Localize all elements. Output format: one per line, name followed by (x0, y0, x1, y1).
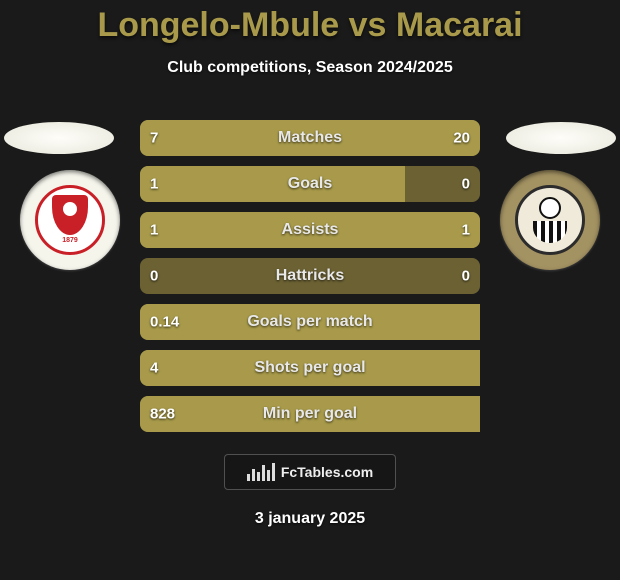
site-logo: FcTables.com (224, 454, 396, 490)
stat-row: 11Assists (140, 212, 480, 248)
stat-label: Shots per goal (140, 359, 480, 377)
stat-row: 720Matches (140, 120, 480, 156)
bar-chart-icon (247, 463, 275, 481)
stat-label: Matches (140, 129, 480, 147)
player1-name-plate (4, 122, 114, 154)
swindon-crest-icon: 1879 (35, 185, 105, 255)
snapshot-date: 3 january 2025 (0, 510, 620, 528)
stat-label: Assists (140, 221, 480, 239)
site-name: FcTables.com (281, 464, 373, 480)
stat-row: 828Min per goal (140, 396, 480, 432)
player2-name-plate (506, 122, 616, 154)
stat-label: Goals per match (140, 313, 480, 331)
stat-row: 4Shots per goal (140, 350, 480, 386)
stat-label: Min per goal (140, 405, 480, 423)
notts-county-crest-icon (515, 185, 585, 255)
stat-label: Hattricks (140, 267, 480, 285)
stat-row: 0.14Goals per match (140, 304, 480, 340)
stat-row: 10Goals (140, 166, 480, 202)
player1-club-badge: 1879 (20, 170, 120, 270)
page-subtitle: Club competitions, Season 2024/2025 (0, 59, 620, 77)
stat-row: 00Hattricks (140, 258, 480, 294)
stats-comparison: 720Matches 10Goals 11Assists 00Hattricks 0.1… (140, 120, 480, 442)
player2-club-badge (500, 170, 600, 270)
stat-label: Goals (140, 175, 480, 193)
page-title: Longelo-Mbule vs Macarai (0, 0, 620, 45)
